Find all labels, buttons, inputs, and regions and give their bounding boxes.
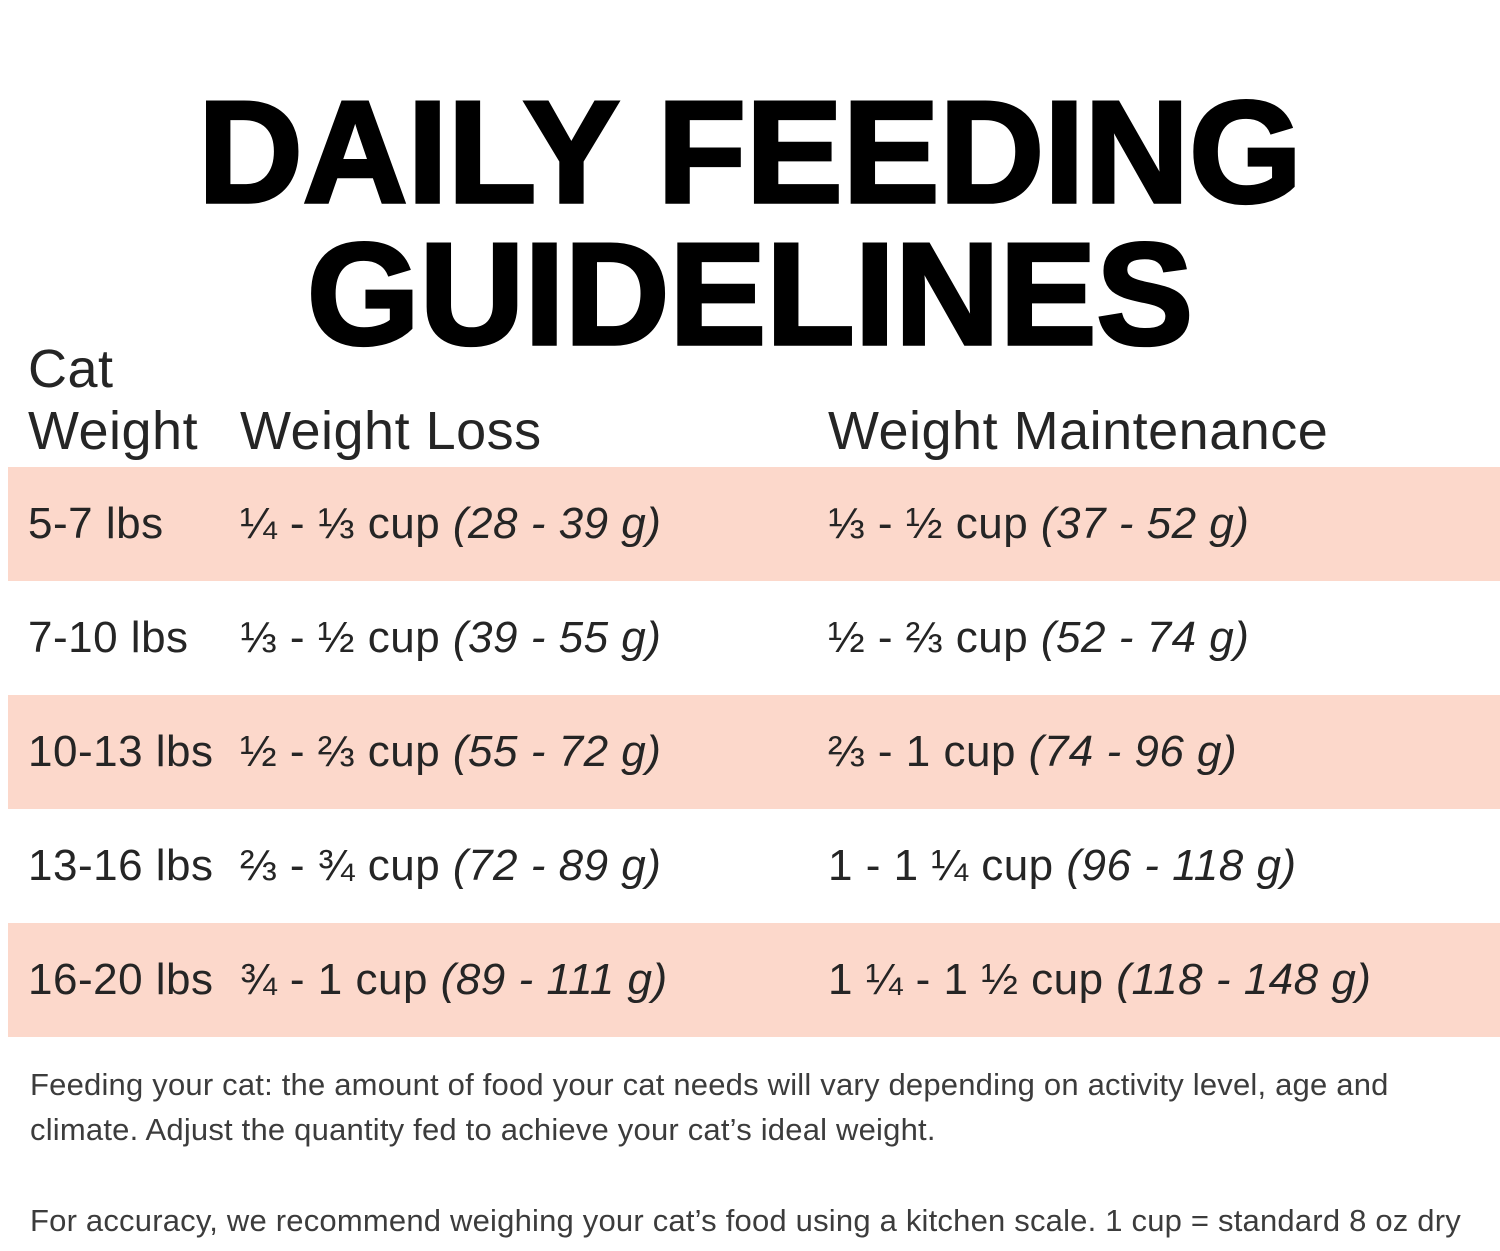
footer-notes: Feeding your cat: the amount of food you… [30, 1062, 1472, 1251]
cat-weight-cell: 16-20 lbs [28, 955, 214, 1004]
weight-loss-cell: ⅔ - ¾ cup (72 - 89 g) [240, 841, 662, 890]
col-header-weight-maintenance: Weight Maintenance [828, 401, 1329, 461]
table-body: 5-7 lbs ¼ - ⅓ cup (28 - 39 g) ⅓ - ½ cup … [0, 467, 1500, 1037]
cat-weight-cell: 10-13 lbs [28, 727, 214, 776]
weight-maintenance-cell: ½ - ⅔ cup (52 - 74 g) [828, 613, 1250, 662]
weight-loss-cell: ½ - ⅔ cup (55 - 72 g) [240, 727, 662, 776]
weight-loss-cell: ¼ - ⅓ cup (28 - 39 g) [240, 499, 662, 548]
weight-maintenance-cell: ⅓ - ½ cup (37 - 52 g) [828, 499, 1250, 548]
page-title: DAILY FEEDING GUIDELINES [0, 71, 1500, 376]
col-header-cat-weight: Cat Weight [28, 339, 199, 461]
table-row: 7-10 lbs ⅓ - ½ cup (39 - 55 g) ½ - ⅔ cup… [8, 581, 1500, 695]
weight-maintenance-cell: 1 - 1 ¼ cup (96 - 118 g) [828, 841, 1297, 890]
table-row: 5-7 lbs ¼ - ⅓ cup (28 - 39 g) ⅓ - ½ cup … [8, 467, 1500, 581]
table-header-row: Cat Weight Weight Loss Weight Maintenanc… [0, 338, 1500, 461]
weight-loss-cell: ⅓ - ½ cup (39 - 55 g) [240, 613, 662, 662]
accuracy-note: For accuracy, we recommend weighing your… [30, 1203, 1461, 1251]
page-title-line2: GUIDELINES [305, 213, 1195, 376]
weight-loss-cell: ¾ - 1 cup (89 - 111 g) [240, 955, 668, 1004]
cat-weight-cell: 7-10 lbs [28, 613, 189, 662]
page-title-line1: DAILY FEEDING [196, 71, 1303, 234]
table-row: 13-16 lbs ⅔ - ¾ cup (72 - 89 g) 1 - 1 ¼ … [8, 809, 1500, 923]
table-row: 16-20 lbs ¾ - 1 cup (89 - 111 g) 1 ¼ - 1… [8, 923, 1500, 1037]
cat-weight-cell: 13-16 lbs [28, 841, 214, 890]
cat-weight-cell: 5-7 lbs [28, 499, 164, 548]
table-row: 10-13 lbs ½ - ⅔ cup (55 - 72 g) ⅔ - 1 cu… [8, 695, 1500, 809]
weight-maintenance-cell: 1 ¼ - 1 ½ cup (118 - 148 g) [828, 955, 1372, 1004]
feeding-note: Feeding your cat: the amount of food you… [30, 1067, 1389, 1147]
col-header-weight-loss: Weight Loss [240, 401, 542, 461]
weight-maintenance-cell: ⅔ - 1 cup (74 - 96 g) [828, 727, 1238, 776]
